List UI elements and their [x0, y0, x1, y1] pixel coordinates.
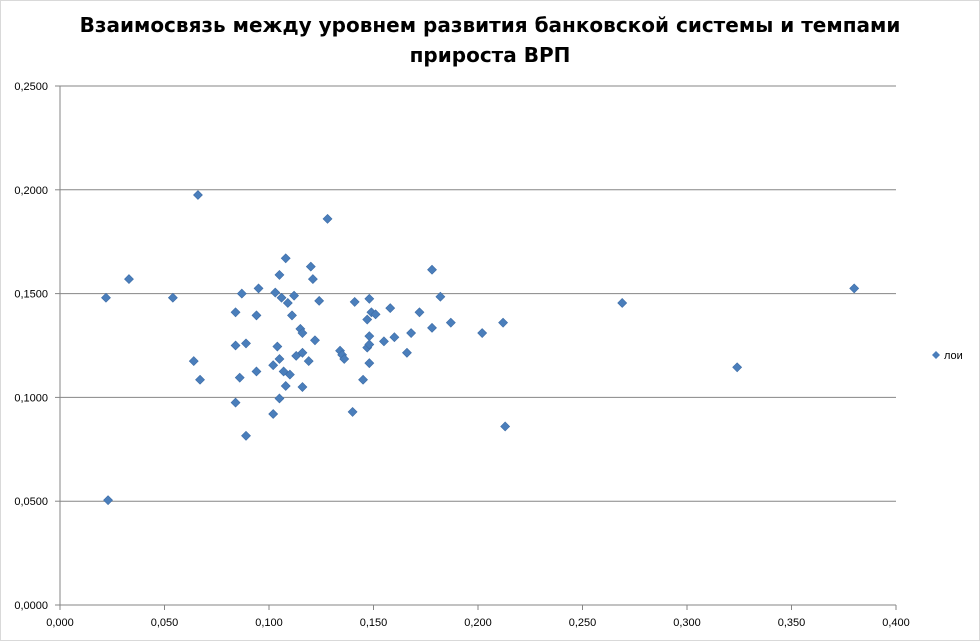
x-tick-label: 0,250	[569, 617, 597, 629]
data-point	[289, 290, 300, 301]
data-point	[364, 358, 375, 369]
data-point	[305, 261, 316, 272]
data-point	[498, 317, 509, 328]
data-point	[477, 328, 488, 338]
data-point	[274, 354, 285, 364]
chart-title-line-2: прироста ВРП	[409, 43, 571, 67]
data-point	[167, 292, 178, 303]
data-point	[195, 374, 205, 385]
data-point	[370, 309, 381, 320]
data-point	[251, 310, 262, 321]
y-tick-label: 0,0500	[14, 496, 48, 508]
x-tick-label: 0,200	[464, 617, 492, 629]
data-point	[103, 495, 113, 506]
data-point	[251, 366, 262, 377]
data-point	[849, 283, 860, 294]
data-point	[274, 393, 285, 404]
y-tick-label: 0,1000	[14, 392, 48, 404]
x-tick-label: 0,150	[360, 617, 388, 629]
data-point	[188, 356, 199, 366]
y-tick-label: 0,2000	[14, 185, 48, 197]
data-point	[297, 382, 308, 392]
x-tick-label: 0,350	[778, 617, 806, 629]
data-point	[280, 381, 291, 391]
data-point	[310, 335, 320, 346]
data-point	[617, 298, 628, 308]
data-point	[193, 190, 203, 200]
data-point	[124, 274, 134, 284]
data-point	[435, 291, 446, 302]
data-point	[427, 322, 437, 333]
data-point	[402, 347, 412, 358]
data-point	[253, 283, 264, 294]
data-point	[241, 338, 251, 349]
data-point	[406, 328, 417, 338]
legend-marker	[932, 351, 940, 359]
data-point	[379, 336, 389, 347]
legend-label: лои	[944, 350, 963, 362]
data-point	[276, 292, 287, 303]
chart-title: Взаимосвязь между уровнем развития банко…	[0, 10, 980, 70]
x-tick-label: 0,000	[46, 617, 74, 629]
data-point	[349, 296, 360, 307]
data-point	[414, 307, 425, 318]
data-point	[322, 213, 333, 224]
data-point	[303, 356, 314, 366]
data-point	[270, 287, 281, 298]
data-point	[284, 369, 295, 380]
data-point	[347, 407, 358, 417]
data-point	[236, 288, 247, 299]
data-point	[732, 362, 743, 373]
data-point	[362, 314, 373, 325]
data-point	[287, 310, 297, 321]
data-point	[364, 339, 375, 350]
data-point	[427, 264, 437, 275]
data-point	[230, 340, 241, 351]
data-point	[282, 298, 293, 308]
data-point	[268, 360, 279, 371]
x-tick-label: 0,300	[673, 617, 701, 629]
data-point	[234, 372, 245, 383]
data-point	[297, 328, 308, 338]
data-point	[339, 354, 350, 364]
data-point	[297, 347, 308, 358]
data-point	[230, 397, 241, 408]
data-point	[389, 332, 400, 343]
y-tick-label: 0,0000	[14, 600, 48, 612]
data-point	[364, 331, 375, 342]
data-point	[385, 303, 396, 314]
data-point	[274, 269, 285, 280]
data-point	[364, 293, 375, 304]
data-point	[307, 274, 318, 284]
data-point	[101, 292, 111, 303]
data-point	[445, 317, 456, 328]
chart-title-line-1: Взаимосвязь между уровнем развития банко…	[79, 13, 901, 37]
data-point	[280, 253, 291, 264]
data-point	[230, 307, 241, 318]
data-point	[268, 409, 279, 419]
y-tick-label: 0,1500	[14, 289, 48, 301]
x-tick-label: 0,100	[255, 617, 283, 629]
data-point	[272, 341, 283, 352]
x-tick-label: 0,400	[882, 617, 910, 629]
data-point	[500, 421, 511, 432]
data-point	[314, 295, 325, 306]
data-point	[241, 430, 251, 441]
data-point	[358, 374, 368, 385]
x-tick-label: 0,050	[151, 617, 179, 629]
y-tick-label: 0,2500	[14, 81, 48, 93]
